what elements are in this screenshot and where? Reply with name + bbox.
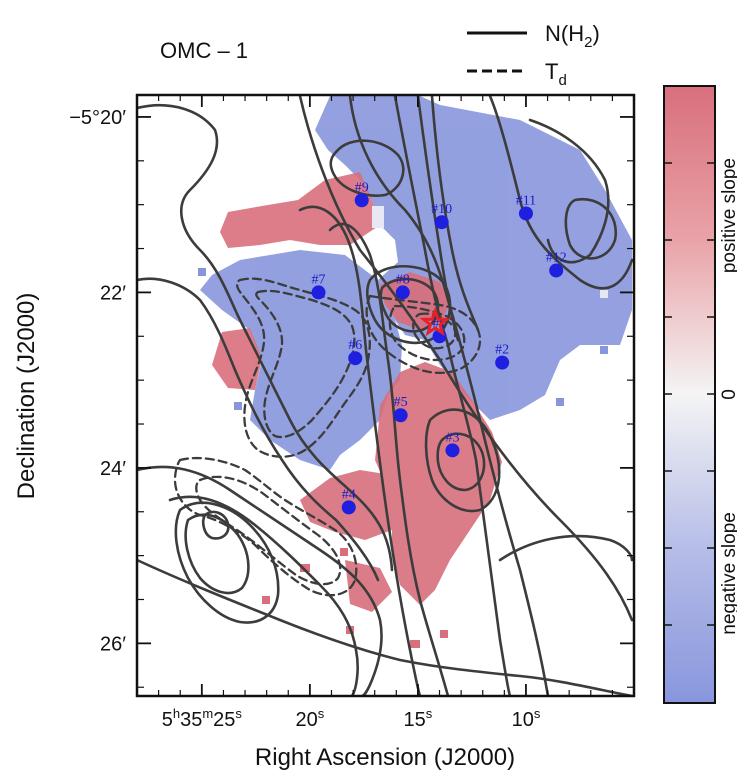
colorbar-label: negative slope (719, 512, 737, 635)
td-contour (365, 294, 482, 375)
nh2-contour (430, 95, 480, 332)
colorbar: positive slope 0 negative slope (663, 85, 737, 704)
plot-frame (135, 93, 636, 698)
slope-map-speckles (198, 206, 608, 648)
source-marker (518, 206, 533, 221)
source-label: #3 (445, 430, 459, 445)
nh2-contour-north (329, 139, 405, 197)
x-axis: 5h35m25s 20s 15s 10s (158, 95, 613, 731)
nh2-contour (348, 95, 550, 696)
y-axis-title: Declination (J2000) (13, 293, 40, 500)
source-label: #4 (342, 487, 356, 502)
source-label: #2 (495, 343, 509, 358)
source-label: #10 (431, 202, 452, 217)
y-tick-label: 26′ (100, 633, 126, 655)
td-contour (255, 289, 356, 439)
speckle (440, 630, 448, 638)
star-icon (419, 306, 451, 337)
nh2-contour-core (379, 277, 440, 333)
colorbar-ticks (664, 162, 715, 626)
nh2-contour-west (137, 277, 380, 582)
nh2-contour-center (424, 408, 501, 513)
source-marker (395, 285, 410, 300)
source-markers: #1#2#3#4#5#6#7 #8#9#10#11#12 (311, 180, 567, 515)
nh2-contour-east (488, 95, 634, 290)
negative-region-north (315, 96, 632, 420)
nh2-contour (393, 95, 512, 696)
source-marker (393, 408, 408, 423)
negative-slope-regions (200, 96, 632, 470)
nh2-contour-sw (168, 495, 359, 696)
nh2-contour-southeast (498, 534, 634, 562)
nh2-contour-ring (564, 197, 618, 260)
td-contour (235, 277, 371, 458)
nh2-contour-sw (137, 465, 383, 696)
legend-label-td: Td (545, 59, 567, 89)
speckle (234, 402, 242, 410)
nh2-contour-sw (184, 513, 250, 595)
speckle (600, 346, 608, 354)
source-label: #8 (396, 272, 410, 287)
speckle (556, 398, 564, 406)
nh2-contour-small (201, 510, 230, 540)
contours (137, 95, 634, 696)
source-label: #5 (394, 395, 408, 410)
nh2-contour-core (298, 205, 422, 696)
source-label: #11 (516, 193, 536, 208)
x-axis-title: Right Ascension (J2000) (255, 744, 515, 771)
y-tick-label: −5°20′ (69, 107, 126, 129)
source-marker (445, 443, 460, 458)
x-tick-label: 15s (404, 706, 433, 731)
speckle (372, 206, 384, 228)
positive-region-center (375, 362, 502, 605)
speckle (198, 268, 206, 276)
nh2-contour (416, 95, 460, 342)
nh2-contour-core (365, 265, 452, 345)
source-marker (311, 285, 326, 300)
source-label: #6 (348, 338, 362, 353)
source-label: #12 (546, 250, 567, 265)
source-label: #7 (312, 272, 326, 287)
slope-map (198, 96, 632, 648)
speckle (600, 290, 608, 298)
source-marker (341, 500, 356, 515)
source-marker (549, 263, 564, 278)
td-contour (195, 475, 342, 586)
negative-region-west (200, 250, 402, 470)
nh2-contour-east (528, 118, 610, 264)
nh2-contours (137, 95, 634, 696)
x-tick-label: 5h35m25s (162, 706, 243, 731)
y-tick-label: 22′ (100, 282, 126, 304)
nh2-contour-core (328, 222, 450, 696)
colorbar-label: 0 (719, 389, 737, 400)
x-tick-label: 10s (512, 706, 541, 731)
chart-title: OMC – 1 (160, 38, 248, 63)
source-label: #9 (355, 180, 369, 195)
y-axis: −5°20′ 22′ 24′ 26′ (69, 107, 634, 688)
colorbar-label: positive slope (719, 158, 737, 273)
source-marker (354, 193, 369, 208)
source-marker (495, 355, 510, 370)
nh2-contour-south (137, 558, 634, 696)
source-marker (434, 215, 449, 230)
speckle (300, 564, 310, 572)
td-contours (173, 277, 482, 597)
legend-label-nh2: N(H2) (545, 21, 600, 51)
speckle (340, 548, 348, 556)
star-marker (419, 306, 451, 337)
colorbar-labels: positive slope 0 negative slope (719, 158, 737, 635)
legend: N(H2) Td (467, 21, 600, 89)
y-tick-label: 24′ (100, 458, 126, 480)
colorbar-gradient (664, 86, 715, 703)
nh2-contour-center (436, 432, 486, 492)
nh2-contour-west (137, 103, 394, 572)
td-contour (173, 456, 358, 597)
x-tick-label: 20s (295, 706, 324, 731)
td-contour (388, 304, 466, 362)
speckle (262, 596, 270, 604)
speckle (410, 640, 420, 648)
source-marker (348, 351, 363, 366)
